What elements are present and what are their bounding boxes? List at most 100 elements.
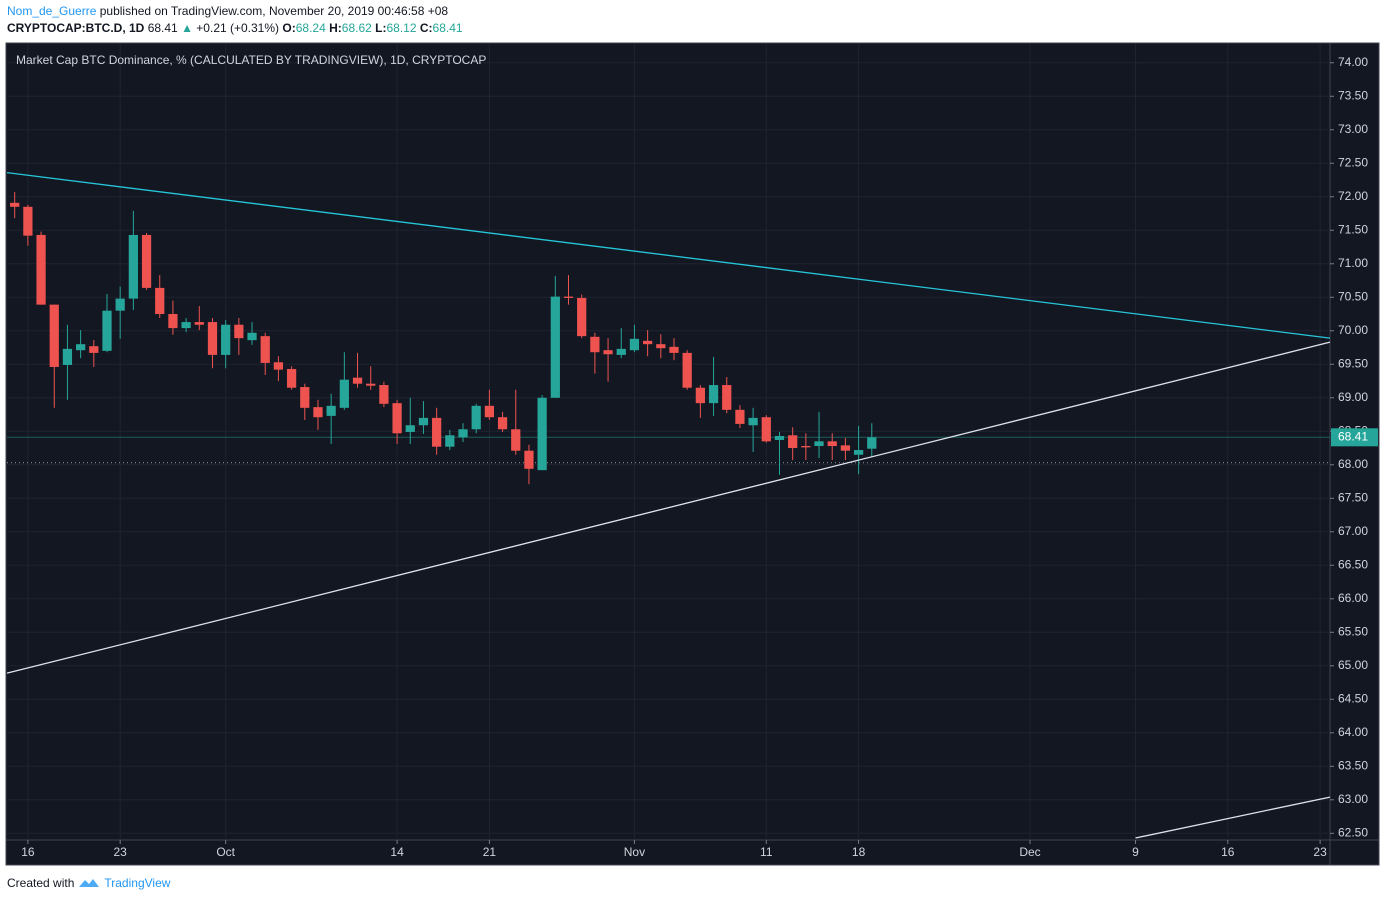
candle-body bbox=[801, 446, 811, 448]
plot bbox=[6, 172, 1331, 839]
candle-body bbox=[49, 304, 59, 367]
candle-body bbox=[313, 407, 323, 418]
y-tick-label: 63.50 bbox=[1338, 758, 1368, 772]
c-label: C: bbox=[419, 21, 433, 35]
trend-line bbox=[6, 341, 1331, 674]
x-tick-label: 21 bbox=[483, 845, 497, 859]
candle-body bbox=[62, 348, 73, 365]
y-tick-label: 67.50 bbox=[1338, 490, 1368, 504]
candle-body bbox=[432, 417, 442, 447]
candle-body bbox=[234, 324, 244, 339]
x-tick-label: 11 bbox=[760, 845, 773, 859]
footer: Created with TradingView bbox=[7, 876, 170, 890]
author-link[interactable]: Nom_de_Guerre bbox=[7, 4, 97, 18]
candle-body bbox=[102, 310, 112, 351]
candle-body bbox=[10, 202, 20, 207]
candle-body bbox=[511, 429, 521, 451]
candle-body bbox=[418, 417, 429, 426]
candle-body bbox=[273, 362, 284, 370]
candle-body bbox=[656, 344, 666, 349]
y-tick-label: 72.00 bbox=[1338, 189, 1368, 203]
candle-body bbox=[484, 405, 495, 418]
last-value: 68.41 bbox=[147, 21, 178, 35]
y-tick-label: 71.00 bbox=[1338, 256, 1368, 270]
candle-body bbox=[115, 298, 125, 311]
y-tick-label: 69.50 bbox=[1338, 356, 1368, 370]
candle-body bbox=[36, 234, 46, 305]
candle-body bbox=[708, 385, 719, 404]
candle-body bbox=[352, 377, 363, 384]
footer-brand[interactable]: TradingView bbox=[104, 876, 171, 890]
candle-body bbox=[814, 441, 824, 447]
candle-body bbox=[247, 332, 257, 341]
o-value: 68.24 bbox=[295, 21, 326, 35]
candle-body bbox=[853, 450, 864, 455]
y-tick-label: 62.50 bbox=[1338, 825, 1368, 839]
candle-body bbox=[326, 405, 336, 416]
candle-body bbox=[629, 338, 640, 351]
candle-body bbox=[379, 385, 389, 404]
candle-body bbox=[155, 287, 165, 315]
x-tick-label: Nov bbox=[624, 845, 645, 859]
y-tick-label: 73.00 bbox=[1338, 122, 1368, 136]
candle-body bbox=[603, 350, 613, 355]
up-arrow: ▲ bbox=[181, 21, 193, 35]
candle-body bbox=[339, 379, 349, 408]
candle-body bbox=[141, 234, 152, 288]
symbol-info: CRYPTOCAP:BTC.D, 1D 68.41 ▲ +0.21 (+0.31… bbox=[7, 21, 463, 35]
candle-body bbox=[286, 368, 297, 388]
candle-body bbox=[867, 437, 877, 449]
candle-body bbox=[445, 435, 455, 447]
x-tick-label: 9 bbox=[1132, 845, 1139, 859]
x-tick-label: 23 bbox=[1313, 845, 1327, 859]
x-tick-label: Dec bbox=[1019, 845, 1040, 859]
publish-text: published on TradingView.com, November 2… bbox=[99, 4, 449, 18]
candle-body bbox=[761, 417, 771, 442]
axes: 62.50 63.00 63.50 64.00 64.50 65.00 65.50 66.00… bbox=[21, 55, 1378, 859]
l-label: L: bbox=[375, 21, 387, 35]
candle-body bbox=[524, 450, 534, 469]
l-value: 68.12 bbox=[386, 21, 417, 35]
chart: 62.50 63.00 63.50 64.00 64.50 65.00 65.50 66.00… bbox=[5, 42, 1380, 866]
y-tick-label: 74.00 bbox=[1338, 55, 1368, 69]
symbol: CRYPTOCAP:BTC.D, 1D bbox=[7, 21, 145, 35]
last-price-box bbox=[1331, 428, 1378, 447]
candle-body bbox=[577, 297, 587, 337]
chart-frame bbox=[5, 42, 1380, 866]
candle-body bbox=[537, 397, 547, 471]
candle-body bbox=[471, 405, 481, 430]
candle-body bbox=[405, 425, 415, 432]
y-tick-label: 64.50 bbox=[1338, 691, 1368, 705]
x-tick-label: 23 bbox=[114, 845, 128, 859]
y-tick-label: 65.00 bbox=[1338, 658, 1368, 672]
candle-body bbox=[128, 234, 138, 299]
candle-body bbox=[458, 429, 468, 438]
candle-body bbox=[23, 206, 33, 236]
candle-body bbox=[221, 324, 231, 355]
candle-body bbox=[168, 314, 178, 329]
c-value: 68.41 bbox=[432, 21, 463, 35]
candle-body bbox=[89, 346, 99, 353]
y-tick-label: 70.50 bbox=[1338, 289, 1368, 303]
candle-body bbox=[550, 296, 560, 398]
candle-body bbox=[748, 417, 758, 426]
candle-body bbox=[366, 383, 376, 386]
x-tick-label: 16 bbox=[1221, 845, 1235, 859]
y-tick-label: 72.50 bbox=[1338, 155, 1368, 169]
candle-body bbox=[76, 344, 86, 351]
y-tick-label: 69.00 bbox=[1338, 390, 1368, 404]
change: +0.21 (+0.31%) bbox=[196, 21, 280, 35]
candle-body bbox=[563, 296, 574, 298]
footer-text: Created with bbox=[7, 876, 75, 890]
trend-line bbox=[6, 172, 1331, 339]
candle-body bbox=[695, 387, 705, 404]
candle-body bbox=[194, 322, 204, 325]
h-value: 68.62 bbox=[341, 21, 372, 35]
y-tick-label: 67.00 bbox=[1338, 524, 1368, 538]
candle-body bbox=[735, 409, 745, 424]
chart-title: Market Cap BTC Dominance, % (CALCULATED … bbox=[16, 53, 486, 67]
candle-body bbox=[300, 387, 310, 408]
x-tick-label: 14 bbox=[390, 845, 404, 859]
y-tick-label: 71.50 bbox=[1338, 222, 1368, 236]
y-tick-label: 64.00 bbox=[1338, 725, 1368, 739]
